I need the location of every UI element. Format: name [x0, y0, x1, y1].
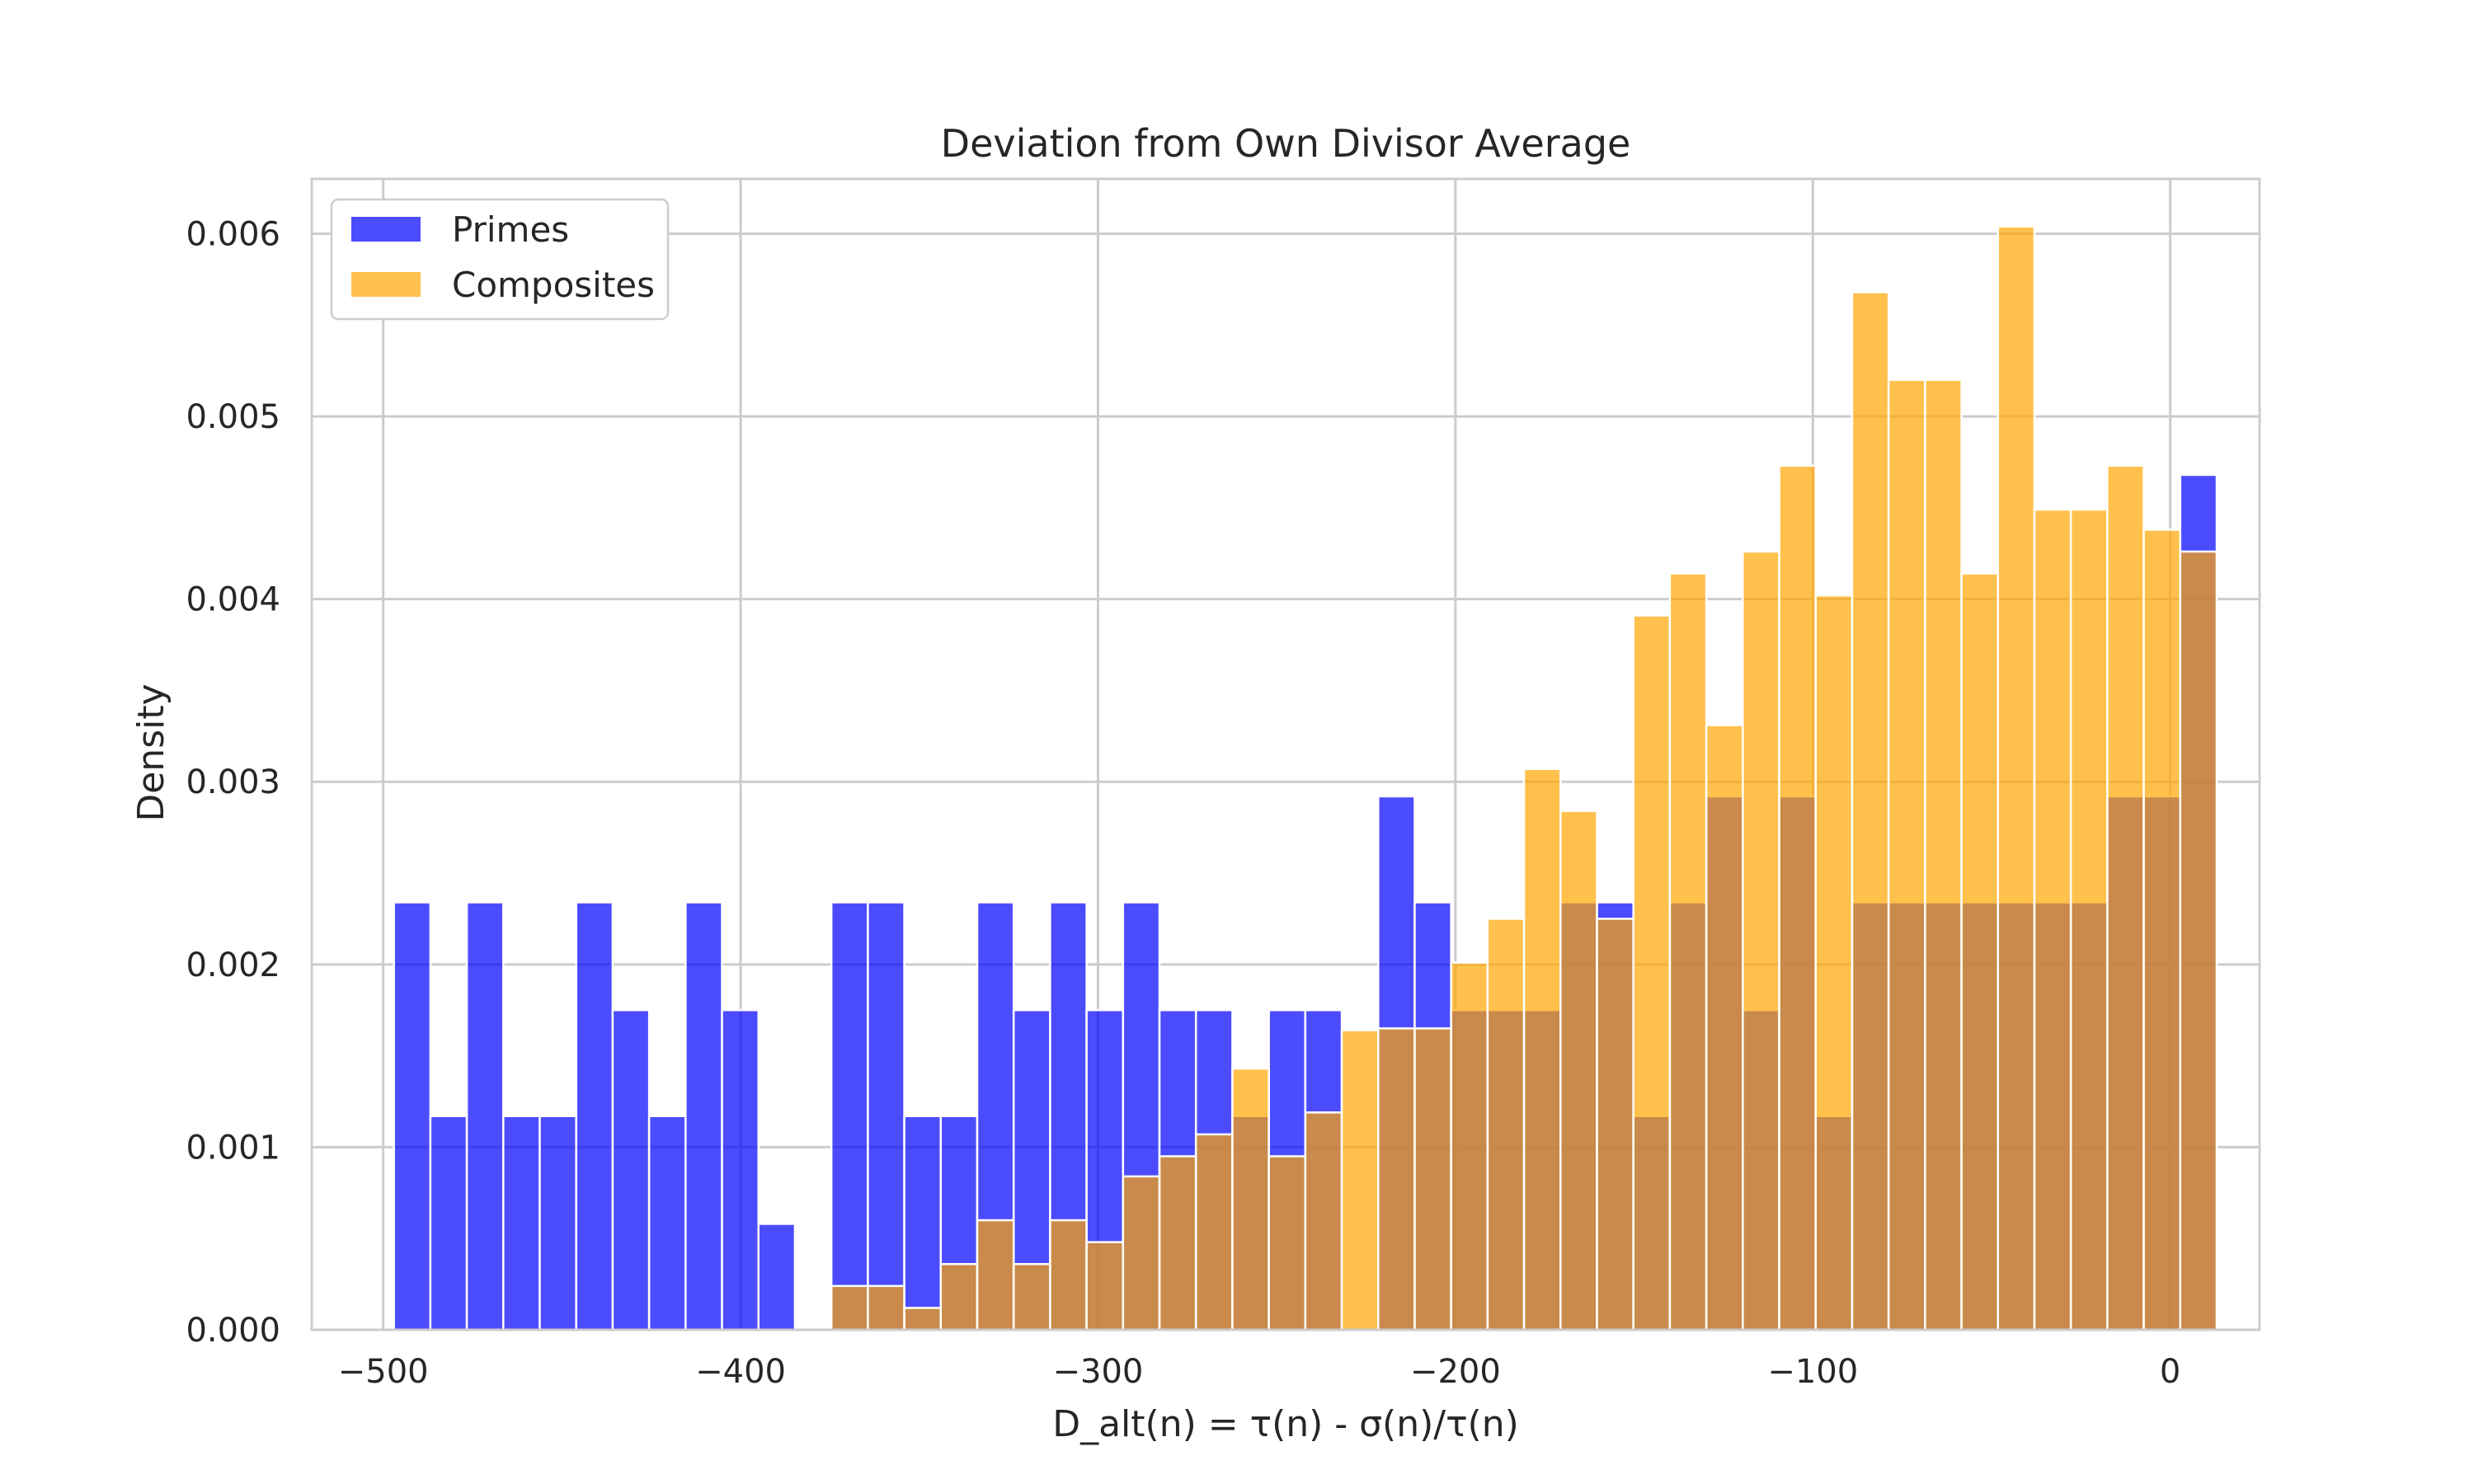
legend-swatch-composites [351, 272, 421, 297]
primes-bar [393, 901, 432, 1331]
y-axis-label: Density [130, 683, 172, 821]
x-tick-label: −500 [338, 1353, 429, 1391]
y-tick-label: 0.004 [186, 581, 280, 619]
primes-bar [465, 901, 505, 1331]
composites-bar [1778, 464, 1817, 1331]
composites-bar [1268, 1155, 1307, 1331]
primes-bar [502, 1115, 541, 1331]
composites-bar [1887, 378, 1926, 1331]
composites-bar [1231, 1067, 1270, 1331]
composites-bar [1486, 918, 1526, 1331]
x-tick-label: −400 [695, 1353, 786, 1391]
composites-bar [1413, 1027, 1452, 1331]
x-tick-label: 0 [2160, 1353, 2180, 1391]
y-tick-label: 0.005 [186, 398, 280, 436]
composites-bar [1814, 594, 1854, 1331]
y-tick-label: 0.002 [186, 946, 280, 984]
composites-bar [1632, 614, 1672, 1331]
composites-bar [1450, 961, 1489, 1331]
x-tick-label: −200 [1410, 1353, 1501, 1391]
primes-bar [757, 1223, 797, 1331]
composites-bar [1997, 225, 2036, 1331]
composites-bar [1705, 724, 1744, 1331]
y-axis-ticks: 0.000 0.001 0.002 0.003 0.004 0.005 0.006 [186, 215, 280, 1350]
composites-bar [1668, 572, 1708, 1331]
composites-bar [830, 1284, 869, 1331]
composites-series [830, 225, 2218, 1331]
x-tick-label: −100 [1767, 1353, 1858, 1391]
legend-label-primes: Primes [452, 209, 569, 250]
primes-bar [647, 1115, 687, 1331]
composites-bar [1559, 810, 1598, 1331]
y-tick-label: 0.000 [186, 1312, 280, 1350]
primes-bar [611, 1008, 651, 1331]
composites-bar [1012, 1262, 1051, 1331]
primes-bar [721, 1008, 760, 1331]
composites-bar [1049, 1219, 1088, 1331]
composites-bar [1522, 768, 1562, 1331]
composites-bar [2069, 508, 2109, 1331]
composites-bar [1376, 1027, 1416, 1331]
primes-bar [575, 901, 614, 1331]
primes-bar [684, 901, 723, 1331]
composites-bar [2142, 528, 2182, 1331]
primes-bar [539, 1115, 577, 1331]
primes-bar [830, 901, 869, 1331]
x-axis-label: D_alt(n) = τ(n) - σ(n)/τ(n) [1052, 1403, 1519, 1445]
legend: Primes Composites [330, 198, 670, 321]
composites-bar [1924, 378, 1963, 1331]
composites-bar [1340, 1029, 1380, 1331]
composites-bar [1304, 1111, 1343, 1331]
composites-bar [1960, 572, 2000, 1331]
composites-bar [1085, 1241, 1125, 1331]
composites-bar [1851, 291, 1890, 1331]
composites-bar [1742, 550, 1780, 1331]
composites-bar [903, 1307, 943, 1331]
composites-bar [1158, 1155, 1197, 1331]
primes-bar [429, 1115, 468, 1331]
y-tick-label: 0.003 [186, 763, 280, 801]
composites-bar [1194, 1133, 1234, 1331]
composites-bar [1122, 1175, 1161, 1331]
x-tick-label: −300 [1053, 1353, 1144, 1391]
primes-bar [903, 1115, 943, 1331]
plot-area-frame [310, 177, 2261, 1331]
composites-bar [976, 1219, 1015, 1331]
chart-title: Deviation from Own Divisor Average [941, 121, 1631, 166]
primes-bar [867, 901, 905, 1331]
composites-bar [2033, 508, 2072, 1331]
legend-label-composites: Composites [452, 265, 655, 305]
composites-bar [867, 1284, 905, 1331]
legend-swatch-primes [351, 217, 421, 242]
y-tick-label: 0.006 [186, 215, 280, 253]
composites-bar [2179, 550, 2218, 1331]
composites-bar [2106, 464, 2145, 1331]
x-axis-ticks: −500 −400 −300 −200 −100 0 [338, 1353, 2181, 1391]
y-tick-label: 0.001 [186, 1129, 280, 1167]
composites-bar [1596, 918, 1634, 1331]
composites-bar [939, 1262, 979, 1331]
